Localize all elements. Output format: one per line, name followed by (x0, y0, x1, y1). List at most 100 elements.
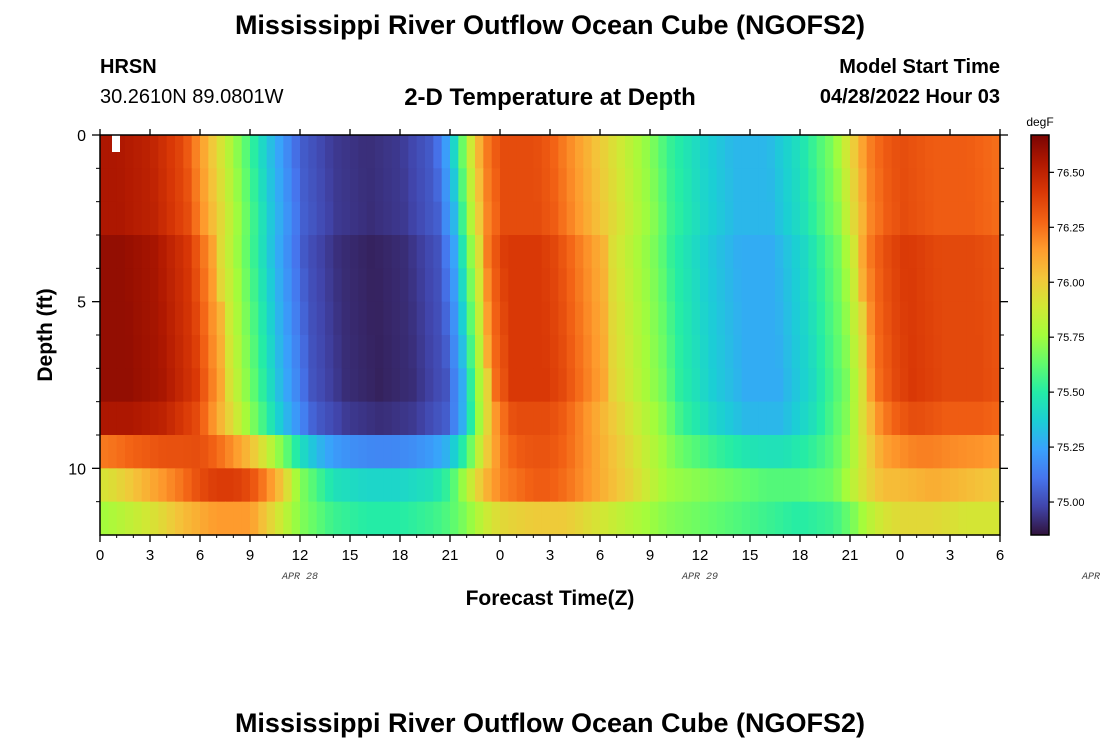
heatmap-cell (850, 235, 859, 269)
heatmap-cell (558, 268, 568, 303)
heatmap-cell (766, 168, 776, 203)
heatmap-cell (150, 301, 159, 336)
heatmap-cell (741, 468, 751, 503)
x-tick-label: 6 (596, 547, 604, 564)
heatmap-cell (125, 368, 134, 403)
heatmap-cell (908, 401, 918, 436)
heatmap-cell (675, 501, 684, 536)
heatmap-cell (541, 368, 551, 403)
heatmap-cell (483, 301, 493, 336)
heatmap-cell (375, 468, 384, 503)
heatmap-cell (266, 368, 276, 403)
heatmap-cell (350, 435, 359, 469)
heatmap-cell (683, 201, 693, 236)
heatmap-cell (866, 401, 876, 436)
heatmap-cell (650, 335, 659, 369)
x-date-label: APR 30 (1081, 572, 1100, 583)
heatmap-cell (200, 201, 209, 236)
heatmap-cell (375, 501, 384, 536)
heatmap-cell (991, 401, 1001, 436)
heatmap-cell (300, 268, 309, 303)
heatmap-cell (341, 301, 351, 336)
heatmap-cell (358, 235, 368, 269)
heatmap-cell (275, 401, 284, 436)
heatmap-cell (291, 301, 301, 336)
heatmap-cell (466, 501, 476, 536)
heatmap-cell (700, 168, 709, 203)
heatmap-cell (333, 201, 343, 236)
colorbar: degF 75.00 75.25 75.50 75.75 76.00 76.25 76.50 (1026, 115, 1085, 536)
heatmap-cell (133, 401, 143, 436)
heatmap-cell (683, 168, 693, 203)
heatmap-cell (866, 201, 876, 236)
heatmap-cell (625, 268, 634, 303)
heatmap-cell (683, 235, 693, 269)
heatmap-cell (708, 468, 718, 503)
heatmap-cell (416, 201, 426, 236)
heatmap-cell (291, 368, 301, 403)
heatmap-cell (625, 301, 634, 336)
heatmap-cell (758, 401, 768, 436)
heatmap-cell (441, 235, 451, 269)
heatmap-cell (308, 435, 318, 469)
heatmap-cell (383, 368, 393, 403)
heatmap-cell (983, 201, 993, 236)
heatmap-cell (233, 201, 243, 236)
heatmap-cell (900, 201, 909, 236)
heatmap-cell (950, 201, 959, 236)
heatmap-cell (425, 501, 434, 536)
heatmap-cell (825, 301, 834, 336)
heatmap-cell (558, 401, 568, 436)
heatmap-cell (750, 401, 759, 436)
heatmap-cell (583, 435, 593, 469)
heatmap-cell (516, 135, 526, 169)
heatmap-cell (633, 201, 643, 236)
heatmap-cell (808, 268, 818, 303)
heatmap-cell (225, 435, 234, 469)
heatmap-cell (991, 168, 1001, 203)
heatmap-cell (733, 135, 743, 169)
heatmap-cell (325, 168, 334, 203)
heatmap-cell (625, 368, 634, 403)
heatmap-cell (933, 401, 943, 436)
heatmap-cell (633, 335, 643, 369)
heatmap-cell (866, 135, 876, 169)
heatmap-cell (483, 468, 493, 503)
heatmap-cell (725, 468, 734, 503)
heatmap-cell (300, 201, 309, 236)
heatmap-cell (850, 268, 859, 303)
heatmap-cell (583, 401, 593, 436)
heatmap-cell (241, 401, 251, 436)
heatmap-cell (583, 235, 593, 269)
heatmap-cell (841, 301, 851, 336)
heatmap-cell (583, 135, 593, 169)
heatmap-cell (275, 268, 284, 303)
heatmap-cell (441, 135, 451, 169)
heatmap-cell (258, 401, 268, 436)
x-tick-label: 21 (442, 547, 459, 564)
heatmap-cell (316, 401, 326, 436)
heatmap-cell (516, 301, 526, 336)
heatmap-cell (441, 335, 451, 369)
heatmap-cell (300, 368, 309, 403)
heatmap-cell (891, 335, 901, 369)
x-date-label: APR 29 (681, 572, 718, 583)
heatmap-cell (783, 235, 793, 269)
heatmap-cell (725, 435, 734, 469)
heatmap-cell (391, 168, 401, 203)
heatmap-cell (433, 168, 443, 203)
heatmap-cell (883, 335, 893, 369)
heatmap-cell (208, 268, 218, 303)
heatmap-cell (633, 435, 643, 469)
heatmap-cell (750, 301, 759, 336)
heatmap-cell (275, 501, 284, 536)
heatmap-cell (283, 168, 293, 203)
heatmap-cell (416, 435, 426, 469)
heatmap-cell (600, 301, 609, 336)
heatmap-cell (933, 368, 943, 403)
heatmap-cell (700, 135, 709, 169)
heatmap-cell (966, 335, 976, 369)
heatmap-cell (566, 135, 576, 169)
heatmap-cell (950, 135, 959, 169)
